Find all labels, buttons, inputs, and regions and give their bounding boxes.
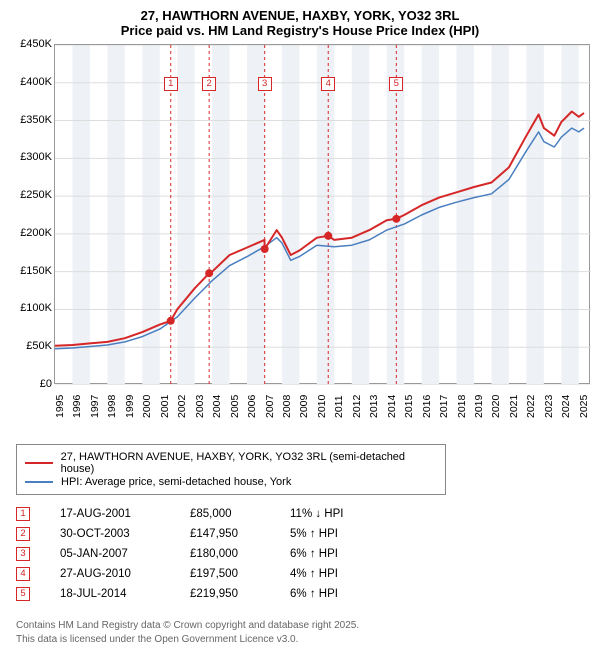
transaction-date: 17-AUG-2001 — [60, 508, 190, 520]
chart-title-block: 27, HAWTHORN AVENUE, HAXBY, YORK, YO32 3… — [10, 8, 590, 38]
x-axis-tick-label: 2003 — [194, 395, 206, 418]
x-axis-tick-label: 2015 — [403, 395, 415, 418]
x-axis-tick-label: 1997 — [89, 395, 101, 418]
sale-marker-box: 1 — [164, 77, 178, 91]
y-axis-tick-label: £100K — [20, 302, 52, 314]
transaction-delta: 5% ↑ HPI — [290, 528, 400, 540]
transaction-price: £147,950 — [190, 528, 290, 540]
sale-marker-box: 5 — [389, 77, 403, 91]
sale-marker-box: 2 — [202, 77, 216, 91]
legend-swatch — [25, 462, 53, 464]
x-axis-tick-label: 2023 — [543, 395, 555, 418]
x-axis-tick-label: 1995 — [54, 395, 66, 418]
transaction-marker: 5 — [16, 587, 30, 601]
y-axis-tick-label: £400K — [20, 76, 52, 88]
x-axis-tick-label: 2017 — [438, 395, 450, 418]
transaction-date: 05-JAN-2007 — [60, 548, 190, 560]
transactions-table: 1 17-AUG-2001£85,00011% ↓ HPI 2 30-OCT-2003… — [16, 507, 584, 601]
chart-svg — [55, 45, 591, 385]
transaction-delta: 6% ↑ HPI — [290, 588, 400, 600]
x-axis-tick-label: 2012 — [351, 395, 363, 418]
x-axis-tick-label: 2010 — [316, 395, 328, 418]
footer-attribution: Contains HM Land Registry data © Crown c… — [16, 619, 584, 646]
x-axis-tick-label: 2020 — [490, 395, 502, 418]
legend-box: 27, HAWTHORN AVENUE, HAXBY, YORK, YO32 3… — [16, 444, 446, 495]
x-axis-tick-label: 2005 — [229, 395, 241, 418]
x-axis-tick-label: 2018 — [456, 395, 468, 418]
x-axis-tick-label: 2014 — [386, 395, 398, 418]
x-axis-tick-label: 2021 — [508, 395, 520, 418]
legend-label: HPI: Average price, semi-detached house,… — [61, 476, 291, 488]
y-axis-tick-label: £50K — [26, 340, 52, 352]
y-axis-tick-label: £250K — [20, 189, 52, 201]
transaction-row: 4 27-AUG-2010£197,5004% ↑ HPI — [16, 567, 584, 581]
chart-title-line-1: 27, HAWTHORN AVENUE, HAXBY, YORK, YO32 3… — [10, 8, 590, 23]
x-axis-tick-label: 2001 — [159, 395, 171, 418]
x-axis-tick-label: 2006 — [246, 395, 258, 418]
transaction-row: 2 30-OCT-2003£147,9505% ↑ HPI — [16, 527, 584, 541]
legend-swatch — [25, 481, 53, 483]
x-axis-tick-label: 2004 — [211, 395, 223, 418]
x-axis-tick-label: 2007 — [264, 395, 276, 418]
chart-area: £0 £50K £100K £150K £200K £250K £300K £350K £400… — [10, 44, 590, 434]
footer-line-2: This data is licensed under the Open Gov… — [16, 633, 584, 647]
chart-plot: 1 2 3 4 5 — [54, 44, 590, 384]
transaction-marker: 1 — [16, 507, 30, 521]
transaction-date: 27-AUG-2010 — [60, 568, 190, 580]
x-axis-tick-label: 1998 — [106, 395, 118, 418]
x-axis-tick-label: 2022 — [525, 395, 537, 418]
transaction-price: £197,500 — [190, 568, 290, 580]
x-axis-tick-label: 2000 — [141, 395, 153, 418]
y-axis-tick-label: £450K — [20, 38, 52, 50]
transaction-marker: 2 — [16, 527, 30, 541]
x-axis-labels: 1995 1996 1997 1998 1999 2000 2001 2002 2003 2004… — [54, 394, 590, 434]
transaction-row: 5 18-JUL-2014£219,9506% ↑ HPI — [16, 587, 584, 601]
x-axis-tick-label: 1999 — [124, 395, 136, 418]
x-axis-tick-label: 2008 — [281, 395, 293, 418]
y-axis-tick-label: £350K — [20, 114, 52, 126]
legend-item: HPI: Average price, semi-detached house,… — [25, 476, 437, 488]
legend-label: 27, HAWTHORN AVENUE, HAXBY, YORK, YO32 3… — [61, 451, 437, 475]
transaction-price: £219,950 — [190, 588, 290, 600]
x-axis-tick-label: 1996 — [71, 395, 83, 418]
x-axis-tick-label: 2016 — [421, 395, 433, 418]
y-axis-tick-label: £0 — [40, 378, 52, 390]
transaction-date: 18-JUL-2014 — [60, 588, 190, 600]
legend-item: 27, HAWTHORN AVENUE, HAXBY, YORK, YO32 3… — [25, 451, 437, 475]
y-axis-tick-label: £150K — [20, 265, 52, 277]
transaction-delta: 4% ↑ HPI — [290, 568, 400, 580]
x-axis-tick-label: 2025 — [578, 395, 590, 418]
transaction-delta: 6% ↑ HPI — [290, 548, 400, 560]
y-axis-labels: £0£50K£100K£150K£200K£250K£300K£350K£400… — [10, 44, 54, 384]
x-axis-tick-label: 2024 — [560, 395, 572, 418]
x-axis-tick-label: 2009 — [298, 395, 310, 418]
transaction-price: £180,000 — [190, 548, 290, 560]
sale-marker-box: 3 — [258, 77, 272, 91]
chart-title-line-2: Price paid vs. HM Land Registry's House … — [10, 23, 590, 38]
transaction-row: 1 17-AUG-2001£85,00011% ↓ HPI — [16, 507, 584, 521]
transaction-delta: 11% ↓ HPI — [290, 508, 400, 520]
x-axis-tick-label: 2019 — [473, 395, 485, 418]
footer-line-1: Contains HM Land Registry data © Crown c… — [16, 619, 584, 633]
y-axis-tick-label: £300K — [20, 151, 52, 163]
x-axis-tick-label: 2011 — [333, 395, 345, 418]
transaction-marker: 4 — [16, 567, 30, 581]
sale-marker-box: 4 — [321, 77, 335, 91]
transaction-date: 30-OCT-2003 — [60, 528, 190, 540]
transaction-marker: 3 — [16, 547, 30, 561]
x-axis-tick-label: 2013 — [368, 395, 380, 418]
x-axis-tick-label: 2002 — [176, 395, 188, 418]
transaction-price: £85,000 — [190, 508, 290, 520]
y-axis-tick-label: £200K — [20, 227, 52, 239]
transaction-row: 3 05-JAN-2007£180,0006% ↑ HPI — [16, 547, 584, 561]
